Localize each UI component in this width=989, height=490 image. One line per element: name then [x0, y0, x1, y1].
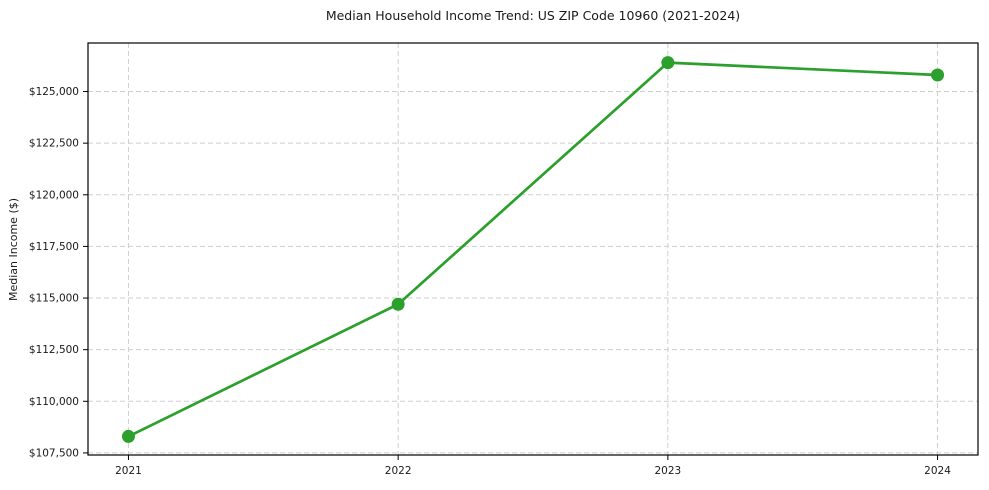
plot-border: [87, 42, 979, 456]
data-point: [661, 56, 675, 70]
y-axis-tick-label: $125,000: [29, 86, 79, 98]
y-axis-tick-label: $112,500: [29, 344, 79, 356]
data-point: [121, 429, 135, 443]
trend-line: [127, 61, 939, 438]
y-axis-tick-label: $122,500: [29, 138, 79, 150]
y-axis-label-container: Median Income ($): [6, 43, 22, 455]
y-axis-tick-label: $107,500: [29, 447, 79, 459]
x-axis-tick-label: 2022: [385, 465, 412, 477]
chart-title: Median Household Income Trend: US ZIP Co…: [325, 8, 741, 23]
y-axis-tick-label: $115,000: [29, 293, 79, 305]
y-axis-label: Median Income ($): [7, 197, 21, 301]
y-axis-tick-label: $120,000: [29, 189, 79, 201]
data-point: [391, 297, 405, 311]
y-axis-tick-label: $110,000: [29, 396, 79, 408]
x-axis-tick-label: 2021: [115, 465, 142, 477]
x-axis-tick-label: 2024: [924, 465, 951, 477]
data-point: [931, 68, 945, 82]
x-axis-tick-label: 2023: [654, 465, 681, 477]
y-axis-tick-label: $117,500: [29, 241, 79, 253]
